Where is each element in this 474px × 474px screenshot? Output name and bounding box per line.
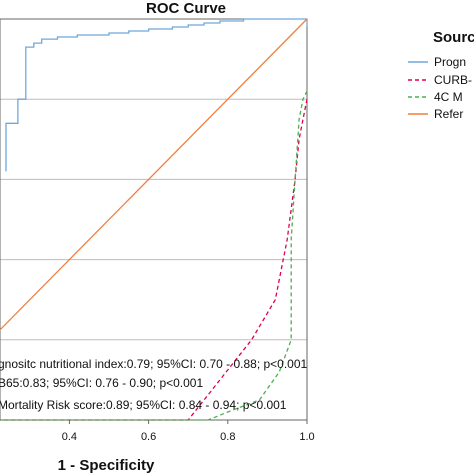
x-tick-label-2: 0.8 bbox=[220, 431, 235, 443]
series-line-refer bbox=[0, 18, 308, 331]
auc-annotations: gnositc nutritional index:0.79; 95%CI: 0… bbox=[0, 357, 308, 412]
x-axis-ticks: 0.4 0.6 0.8 1.0 bbox=[62, 420, 315, 443]
legend-entry-4c: 4C M bbox=[434, 90, 463, 104]
x-tick-label-3: 1.0 bbox=[299, 431, 314, 443]
legend: Sourc Progn CURB- 4C M Refer bbox=[408, 29, 474, 121]
x-tick-label-0: 0.4 bbox=[62, 431, 77, 443]
series-line-progn bbox=[5, 18, 308, 172]
annotation-4c: Mortality Risk score:0.89; 95%CI: 0.84 -… bbox=[0, 398, 287, 412]
annotation-progn: gnositc nutritional index:0.79; 95%CI: 0… bbox=[0, 357, 308, 371]
x-tick-label-1: 0.6 bbox=[141, 431, 156, 443]
legend-title: Sourc bbox=[433, 29, 474, 46]
legend-entry-progn: Progn bbox=[434, 55, 466, 69]
legend-entry-refer: Refer bbox=[434, 107, 463, 121]
series-line-4c bbox=[0, 90, 308, 421]
x-axis-label: 1 - Specificity bbox=[58, 457, 155, 474]
chart-title: ROC Curve bbox=[146, 0, 226, 17]
gridlines bbox=[0, 98, 307, 341]
series-line-curb bbox=[0, 99, 308, 421]
series-layer bbox=[0, 18, 308, 421]
legend-entry-curb: CURB- bbox=[434, 73, 472, 87]
annotation-curb: B65:0.83; 95%CI: 0.76 - 0.90; p<0.001 bbox=[0, 376, 203, 390]
